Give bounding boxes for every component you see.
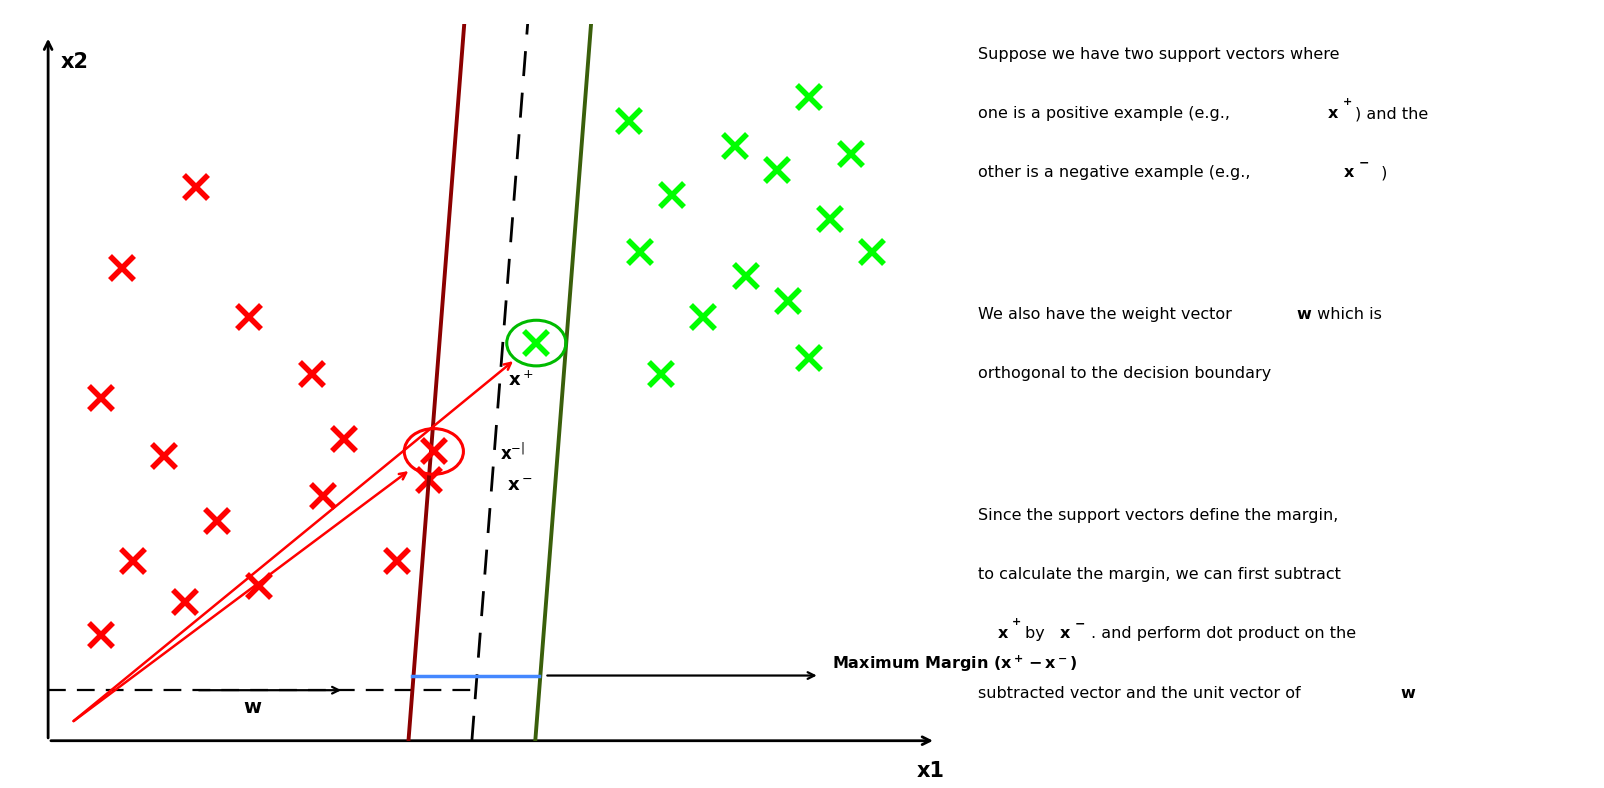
Text: x: x (1060, 626, 1070, 641)
Text: x: x (998, 626, 1007, 641)
Text: $\mathbf{x}^-$: $\mathbf{x}^-$ (507, 477, 533, 495)
Text: w: w (244, 698, 261, 717)
Text: by: by (1025, 626, 1051, 641)
Text: orthogonal to the decision boundary: orthogonal to the decision boundary (978, 366, 1272, 381)
Text: We also have the weight vector: We also have the weight vector (978, 307, 1237, 322)
Text: subtracted vector and the unit vector of: subtracted vector and the unit vector of (978, 686, 1306, 701)
Text: $\mathbf{x}^+$: $\mathbf{x}^+$ (508, 370, 534, 389)
Text: Suppose we have two support vectors where: Suppose we have two support vectors wher… (978, 47, 1339, 62)
Text: +: + (1012, 617, 1022, 627)
Text: w: w (1296, 307, 1310, 322)
Text: ): ) (1376, 165, 1387, 180)
Text: −: − (1359, 156, 1370, 169)
Text: . and perform dot product on the: . and perform dot product on the (1091, 626, 1355, 641)
Text: other is a negative example (e.g.,: other is a negative example (e.g., (978, 165, 1256, 180)
Text: x: x (1328, 106, 1338, 121)
Text: w: w (1400, 686, 1415, 701)
Text: ) and the: ) and the (1355, 106, 1429, 121)
Text: one is a positive example (e.g.,: one is a positive example (e.g., (978, 106, 1235, 121)
Text: Maximum Margin $\mathbf{(x^+ - x^-)}$: Maximum Margin $\mathbf{(x^+ - x^-)}$ (832, 654, 1078, 674)
Text: −: − (1075, 617, 1086, 630)
Text: to calculate the margin, we can first subtract: to calculate the margin, we can first su… (978, 567, 1341, 582)
Text: $\mathbf{x}^{-|}$: $\mathbf{x}^{-|}$ (500, 442, 525, 463)
Text: which is: which is (1312, 307, 1383, 322)
Text: x2: x2 (61, 53, 88, 72)
Text: +: + (1343, 97, 1352, 107)
Text: Since the support vectors define the margin,: Since the support vectors define the mar… (978, 508, 1339, 523)
Text: x1: x1 (917, 761, 945, 782)
Text: x: x (1344, 165, 1354, 180)
